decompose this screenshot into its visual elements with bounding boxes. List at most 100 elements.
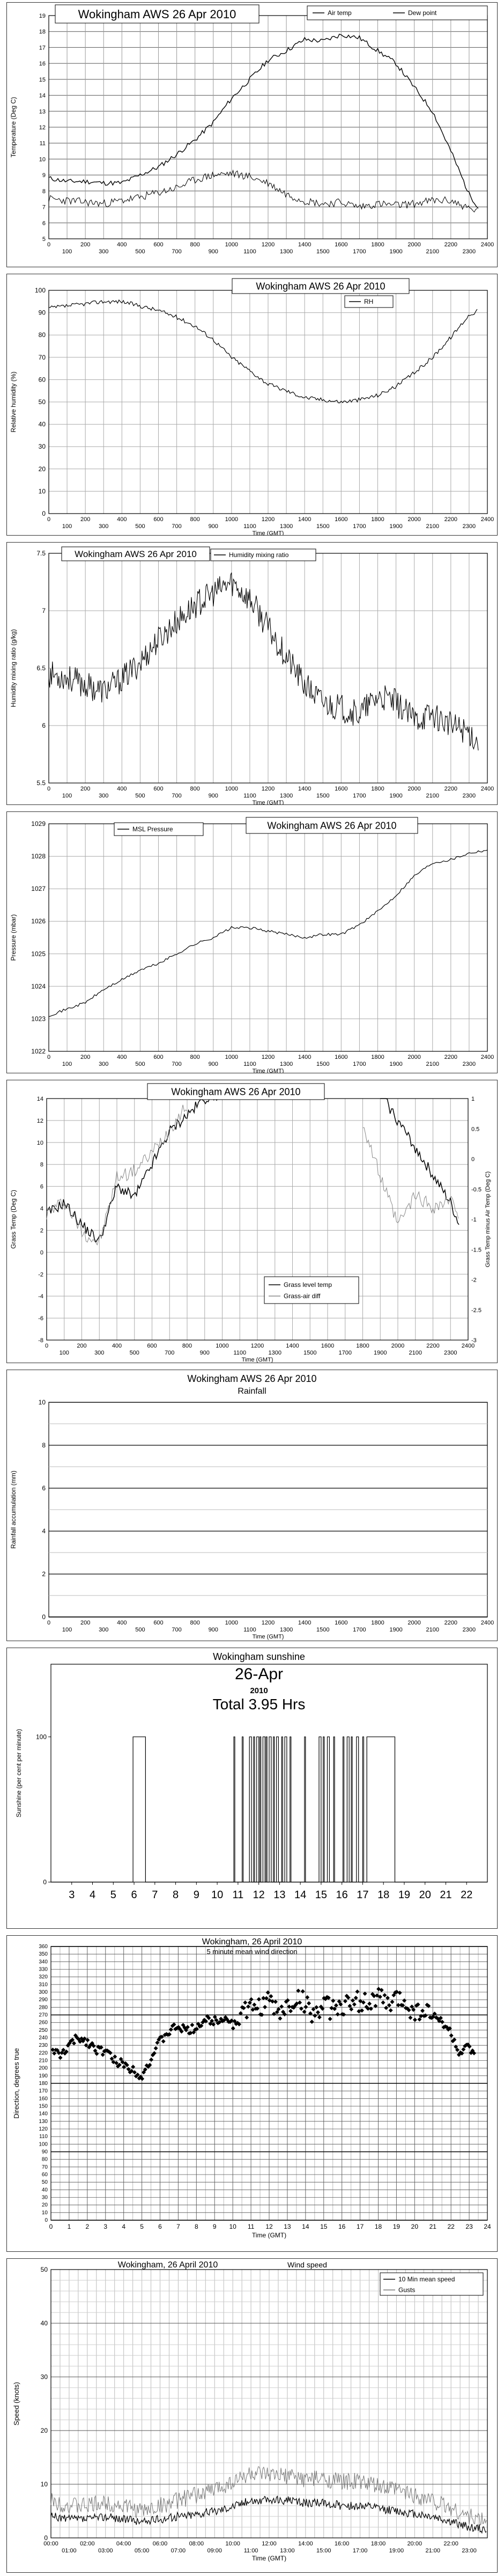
chart-title: Wokingham sunshine — [213, 1651, 305, 1662]
x-tick-label: 800 — [182, 1343, 192, 1349]
direction-point — [351, 1998, 355, 2003]
direction-point — [307, 2001, 312, 2006]
x-tick-label: 13 — [284, 2223, 291, 2230]
y-tick-label: 8 — [42, 1441, 46, 1449]
direction-point — [303, 2004, 308, 2009]
direction-point — [329, 2006, 334, 2010]
direction-point — [270, 1999, 275, 2004]
x-tick-label: 1700 — [353, 1627, 366, 1633]
y-tick-label: 340 — [39, 1959, 48, 1965]
x-tick-label: 1500 — [316, 1627, 329, 1633]
x-tick-label: 2000 — [407, 516, 420, 523]
x-tick-label: 2100 — [426, 1061, 439, 1067]
chart-title: Wokingham AWS 26 Apr 2010 — [267, 820, 396, 831]
direction-point — [203, 2019, 208, 2024]
x-tick-label: 1300 — [280, 793, 293, 799]
direction-point — [420, 2008, 425, 2013]
direction-point — [87, 2045, 92, 2050]
x-axis-label: Time (GMT) — [253, 800, 284, 804]
x-tick-label: 16 — [336, 1889, 348, 1901]
y-tick-label: 30 — [39, 443, 46, 450]
y-tick-label: 16 — [39, 61, 46, 67]
x-tick-label: 1700 — [353, 793, 366, 799]
x-tick-label: 300 — [99, 1627, 108, 1633]
x-tick-label: 0 — [47, 1054, 50, 1060]
x-tick-label: 15:00 — [316, 2548, 331, 2554]
x-tick-label: 1600 — [335, 786, 347, 792]
x-tick-label: 1900 — [374, 1350, 387, 1356]
y-tick-label: 50 — [41, 2266, 48, 2273]
x-tick-label: 1800 — [371, 516, 384, 523]
direction-point — [410, 2004, 414, 2009]
direction-point — [272, 2011, 276, 2016]
y-tick-label: 1026 — [31, 918, 46, 925]
y-tick-label: 5.5 — [36, 779, 46, 787]
y-tick-label: 10 — [39, 1399, 46, 1406]
direction-point — [124, 2062, 129, 2067]
x-tick-label: 21 — [429, 2223, 437, 2230]
x-tick-label: 2200 — [444, 516, 457, 523]
direction-point — [140, 2076, 145, 2081]
y-tick-label: 11 — [40, 141, 46, 147]
y-tick-label: 1027 — [31, 885, 46, 892]
x-tick-label: 1300 — [280, 1627, 293, 1633]
direction-point — [438, 2016, 443, 2021]
direction-point — [361, 2000, 366, 2005]
direction-point — [379, 1988, 384, 1993]
x-tick-label: 06:00 — [153, 2541, 168, 2547]
direction-point — [347, 2003, 352, 2008]
x-tick-label: 20 — [411, 2223, 419, 2230]
direction-point — [326, 1995, 331, 2000]
direction-point — [100, 2052, 105, 2057]
x-tick-label: 1200 — [262, 786, 275, 792]
x-tick-label: 100 — [62, 523, 72, 530]
x-tick-label: 1300 — [280, 523, 293, 530]
direction-point — [70, 2038, 75, 2042]
plot-border — [50, 2269, 488, 2538]
x-tick-label: 08:00 — [189, 2541, 204, 2547]
x-tick-label: 1000 — [225, 516, 238, 523]
x-tick-label: 2100 — [426, 523, 439, 530]
direction-point — [247, 2000, 252, 2005]
x-tick-label: 600 — [153, 786, 163, 792]
y-tick-label: 100 — [35, 287, 46, 294]
direction-point — [50, 2047, 55, 2052]
y-tick-label: 80 — [39, 331, 46, 339]
y-tick-label: 15 — [39, 77, 46, 83]
y-tick-label: 10 — [42, 2210, 48, 2216]
x-tick-label: 800 — [190, 516, 199, 523]
x-tick-label: 400 — [117, 1620, 127, 1626]
x-tick-label: 900 — [209, 523, 218, 530]
direction-point — [459, 2051, 464, 2056]
x-tick-label: 2300 — [444, 1350, 457, 1356]
direction-point — [335, 2012, 340, 2017]
x-tick-label: 1400 — [286, 1343, 299, 1349]
right-y-axis-label: Grass Temp minus Air Temp (Deg C) — [485, 1172, 491, 1268]
mixing-ratio-line — [48, 572, 479, 751]
y-tick-label: 0 — [40, 1249, 43, 1256]
direction-point — [450, 2039, 455, 2044]
direction-point — [293, 2003, 298, 2008]
x-tick-label: 100 — [62, 248, 72, 255]
x-tick-label: 0 — [47, 516, 50, 523]
plot-border — [48, 15, 488, 239]
direction-point — [381, 2000, 386, 2005]
y-tick-label: 2 — [40, 1227, 43, 1234]
direction-point — [212, 2015, 217, 2019]
direction-point — [261, 1996, 266, 2001]
x-tick-label: 13:00 — [280, 2548, 295, 2554]
rh-line — [49, 299, 478, 404]
right-y-tick-label: -3 — [471, 1337, 477, 1344]
direction-point — [225, 2017, 229, 2022]
grass-air-diff-line — [46, 1104, 188, 1246]
x-tick-label: 2300 — [463, 1061, 476, 1067]
air-temp-line — [48, 33, 479, 209]
x-tick-label: 1600 — [335, 1620, 347, 1626]
direction-point — [264, 1996, 269, 2001]
y-tick-label: 6 — [42, 1484, 46, 1492]
y-tick-label: 30 — [42, 2195, 48, 2201]
y-tick-label: 8 — [40, 1162, 43, 1168]
x-tick-label: 9 — [213, 2223, 217, 2230]
y-tick-label: 250 — [39, 2028, 48, 2033]
y-tick-label: 0 — [42, 1613, 46, 1621]
